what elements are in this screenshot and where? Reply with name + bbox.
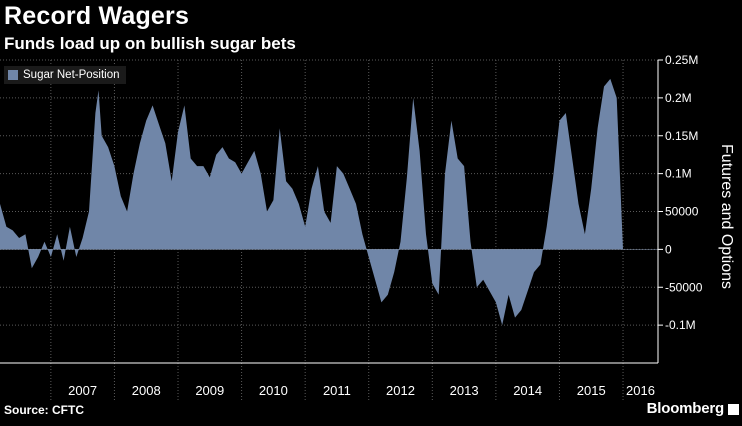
brand-mark-icon xyxy=(728,404,739,415)
x-tick-label: 2016 xyxy=(626,383,655,398)
y-tick-label: -0.1M xyxy=(665,318,696,332)
x-tick-label: 2011 xyxy=(323,383,351,398)
legend: Sugar Net-Position xyxy=(4,66,126,84)
x-tick-label: 2010 xyxy=(259,383,288,398)
legend-swatch xyxy=(8,70,18,80)
x-tick-label: 2012 xyxy=(386,383,415,398)
y-tick-label: 0.2M xyxy=(665,91,692,105)
x-tick-label: 2013 xyxy=(450,383,479,398)
y-tick-label: 50000 xyxy=(665,205,699,219)
legend-label: Sugar Net-Position xyxy=(23,69,120,81)
y-tick-label: 0 xyxy=(665,242,672,256)
y-tick-label: -50000 xyxy=(665,280,703,294)
y-axis-label: Futures and Options xyxy=(718,144,735,289)
page-subtitle: Funds load up on bullish sugar bets xyxy=(4,34,296,53)
y-tick-label: 0.25M xyxy=(665,53,698,67)
x-tick-label: 2015 xyxy=(577,383,606,398)
source-note: Source: CFTC xyxy=(4,403,85,417)
x-tick-label: 2014 xyxy=(513,383,542,398)
y-tick-label: 0.15M xyxy=(665,129,698,143)
y-tick-label: 0.1M xyxy=(665,167,692,181)
series-area-sugar-net-position xyxy=(0,78,652,326)
page-title: Record Wagers xyxy=(4,2,190,30)
x-tick-label: 2009 xyxy=(195,383,224,398)
x-tick-label: 2007 xyxy=(68,383,97,398)
x-tick-label: 2008 xyxy=(132,383,161,398)
brand-logo: Bloomberg xyxy=(646,400,725,417)
